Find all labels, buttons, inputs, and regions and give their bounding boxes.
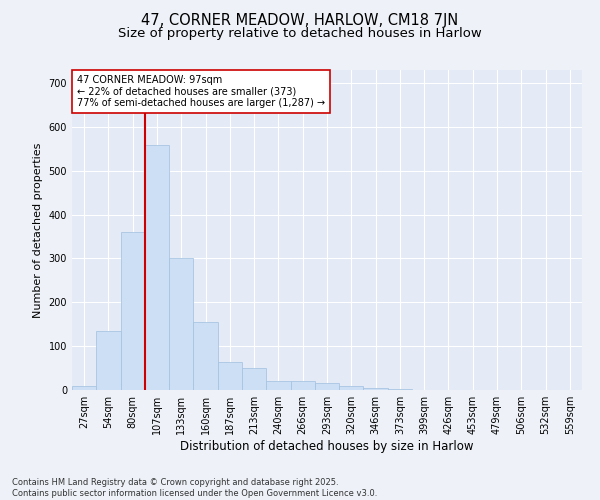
- Bar: [145, 144, 169, 390]
- Bar: [169, 258, 193, 390]
- Text: Size of property relative to detached houses in Harlow: Size of property relative to detached ho…: [118, 28, 482, 40]
- Bar: [72, 386, 96, 390]
- X-axis label: Distribution of detached houses by size in Harlow: Distribution of detached houses by size …: [180, 440, 474, 453]
- Bar: [242, 368, 266, 390]
- Text: 47 CORNER MEADOW: 97sqm
← 22% of detached houses are smaller (373)
77% of semi-d: 47 CORNER MEADOW: 97sqm ← 22% of detache…: [77, 75, 325, 108]
- Text: Contains HM Land Registry data © Crown copyright and database right 2025.
Contai: Contains HM Land Registry data © Crown c…: [12, 478, 377, 498]
- Bar: [266, 381, 290, 390]
- Bar: [315, 384, 339, 390]
- Bar: [290, 381, 315, 390]
- Text: 47, CORNER MEADOW, HARLOW, CM18 7JN: 47, CORNER MEADOW, HARLOW, CM18 7JN: [142, 12, 458, 28]
- Bar: [121, 232, 145, 390]
- Bar: [218, 362, 242, 390]
- Bar: [96, 331, 121, 390]
- Bar: [339, 386, 364, 390]
- Bar: [364, 388, 388, 390]
- Y-axis label: Number of detached properties: Number of detached properties: [33, 142, 43, 318]
- Bar: [388, 389, 412, 390]
- Bar: [193, 322, 218, 390]
